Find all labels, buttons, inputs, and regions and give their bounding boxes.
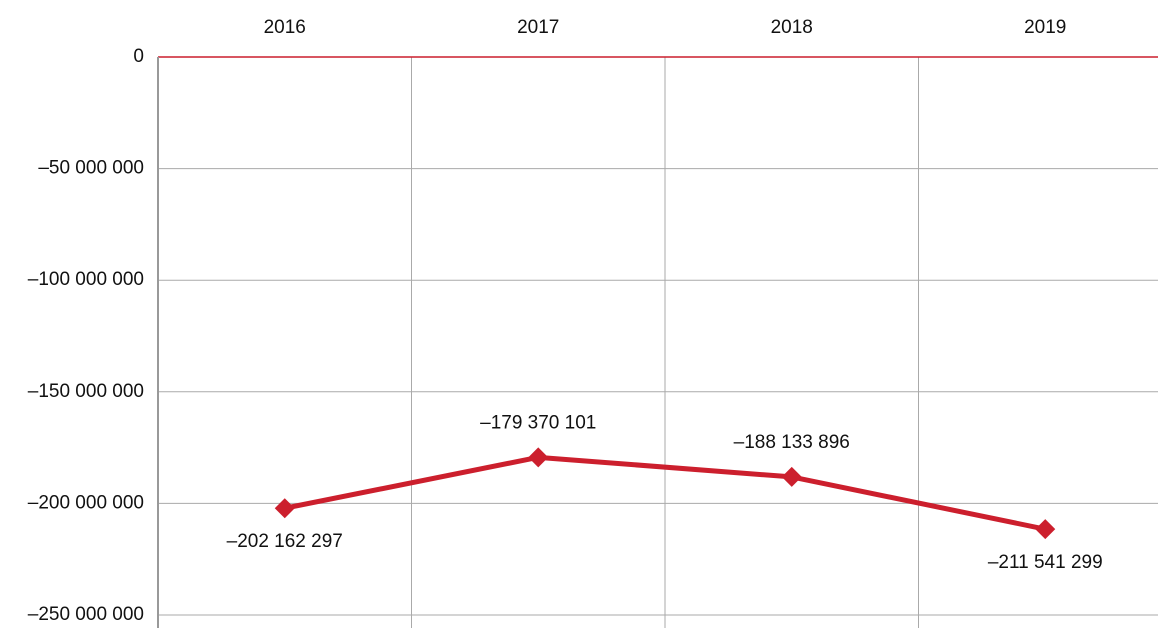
- marker: [274, 498, 295, 519]
- marker: [781, 466, 802, 487]
- y-tick-label: 0: [133, 46, 144, 67]
- data-label: –188 133 896: [734, 432, 850, 453]
- y-tick-label: –50 000 000: [38, 158, 144, 179]
- data-label: –202 162 297: [227, 531, 343, 552]
- data-label: –211 541 299: [988, 552, 1103, 573]
- x-tick-label: 2017: [517, 17, 559, 38]
- x-tick-label: 2019: [1024, 17, 1066, 38]
- y-tick-label: –200 000 000: [28, 492, 144, 513]
- y-tick-label: –250 000 000: [28, 604, 144, 625]
- marker: [528, 447, 549, 468]
- x-tick-label: 2018: [771, 17, 813, 38]
- line: [284, 454, 1046, 532]
- data-label: –179 370 101: [480, 412, 596, 433]
- y-tick-label: –150 000 000: [28, 381, 144, 402]
- x-tick-label: 2016: [264, 17, 306, 38]
- marker: [1035, 519, 1056, 540]
- y-tick-label: –100 000 000: [28, 269, 144, 290]
